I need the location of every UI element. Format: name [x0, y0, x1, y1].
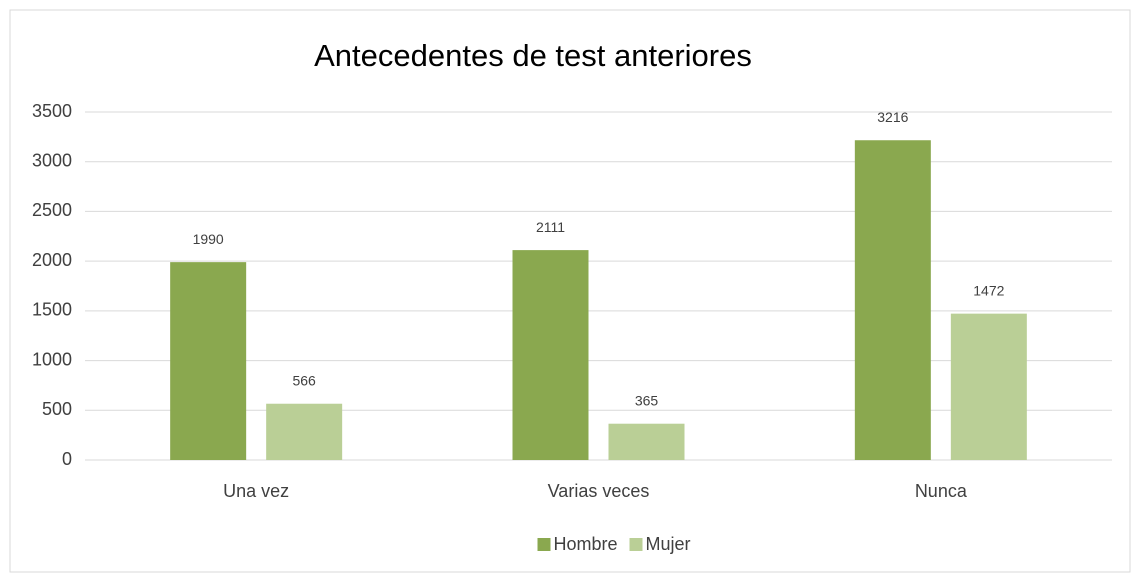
legend-label: Hombre [554, 534, 618, 554]
y-tick-label: 1000 [32, 349, 72, 369]
y-tick-label: 2000 [32, 250, 72, 270]
data-label: 1472 [973, 282, 1004, 298]
y-tick-label: 2500 [32, 200, 72, 220]
bar [608, 423, 685, 460]
y-tick-label: 3500 [32, 101, 72, 121]
bar [854, 140, 931, 460]
data-label: 2111 [536, 219, 565, 235]
y-tick-label: 3000 [32, 150, 72, 170]
x-tick-label: Varias veces [548, 481, 650, 501]
data-label: 1990 [193, 231, 224, 247]
legend-swatch [537, 538, 551, 551]
data-label: 566 [292, 372, 316, 388]
chart-title: Antecedentes de test anteriores [314, 38, 752, 73]
legend-label: Mujer [646, 534, 691, 554]
x-tick-label: Una vez [223, 481, 289, 501]
legend-swatch [629, 538, 643, 551]
y-tick-label: 1500 [32, 300, 72, 320]
y-tick-label: 500 [42, 399, 72, 419]
bar [950, 313, 1027, 460]
y-tick-label: 0 [62, 449, 72, 469]
bar [512, 250, 589, 460]
x-tick-label: Nunca [915, 481, 968, 501]
bar [170, 262, 247, 460]
data-label: 365 [635, 392, 659, 408]
data-label: 3216 [877, 109, 908, 125]
bar [266, 403, 343, 460]
